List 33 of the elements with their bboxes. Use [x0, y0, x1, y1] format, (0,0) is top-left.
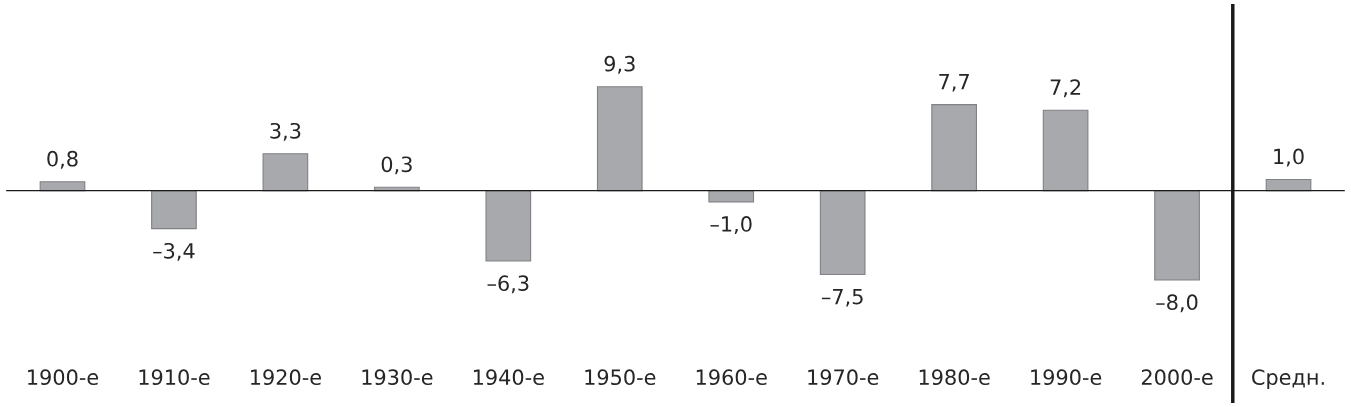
bar — [931, 104, 977, 192]
x-tick-label: 1950-е — [585, 369, 656, 386]
data-label: 3,3 — [270, 122, 301, 141]
x-tick-label: 1960-е — [696, 369, 767, 386]
data-label: –6,3 — [487, 275, 529, 294]
bar — [819, 190, 866, 276]
bar — [151, 190, 197, 230]
data-label: 0,8 — [47, 150, 78, 169]
x-tick-label: 1900-е — [28, 369, 99, 386]
x-tick-label: 1930-е — [362, 369, 433, 386]
bar — [596, 86, 643, 192]
data-label: –3,4 — [153, 242, 195, 261]
x-tick-label: 2000-е — [1141, 369, 1213, 386]
x-tick-label: 1990-е — [1031, 369, 1102, 386]
data-label: 7,7 — [939, 73, 969, 92]
bar — [485, 190, 532, 262]
data-label: –7,5 — [821, 288, 863, 307]
data-label: 1,0 — [1274, 148, 1304, 167]
data-label: 0,3 — [381, 156, 412, 175]
data-label: –1,0 — [710, 216, 752, 234]
data-label: –8,0 — [1156, 294, 1198, 313]
data-label: 7,2 — [1050, 79, 1081, 98]
x-tick-label: 1910-е — [139, 369, 210, 386]
data-label: 9,3 — [604, 55, 635, 74]
x-tick-label: Средн. — [1252, 369, 1324, 390]
x-tick-label: 1940-е — [473, 369, 544, 386]
x-tick-label: 1980-е — [919, 369, 990, 386]
bar — [1154, 190, 1200, 281]
bar — [262, 153, 309, 192]
x-tick-label: 1970-е — [808, 369, 879, 386]
x-tick-label: 1920-е — [251, 369, 321, 386]
bar — [708, 190, 755, 203]
bar — [1042, 109, 1089, 192]
